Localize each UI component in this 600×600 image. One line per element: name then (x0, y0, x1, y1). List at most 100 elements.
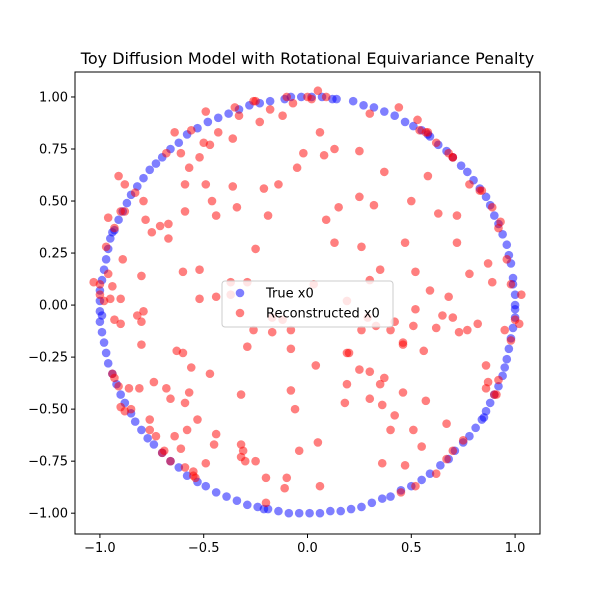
reconstructed-point (375, 379, 385, 389)
reconstructed-point (170, 128, 179, 137)
true-point (294, 508, 304, 518)
true-point (490, 211, 499, 220)
reconstructed-point (321, 92, 331, 102)
reconstructed-point (411, 267, 420, 277)
true-point (116, 390, 125, 399)
reconstructed-point (186, 125, 196, 135)
reconstructed-point (137, 271, 146, 281)
reconstructed-point (292, 163, 302, 173)
reconstructed-point (448, 446, 458, 456)
true-point (222, 492, 231, 501)
true-point (357, 502, 366, 512)
reconstructed-point (145, 415, 155, 424)
reconstructed-point (431, 138, 441, 148)
reconstructed-point (313, 86, 323, 96)
reconstructed-point (286, 325, 296, 335)
reconstructed-point (176, 148, 186, 158)
true-point (149, 440, 159, 449)
reconstructed-point (124, 384, 134, 393)
true-point (114, 215, 123, 225)
reconstructed-point (166, 394, 175, 404)
reconstructed-point (421, 396, 431, 406)
reconstructed-point (139, 196, 148, 206)
reconstructed-point (365, 367, 375, 376)
true-point (99, 338, 109, 347)
y-tick-label: −1.00 (28, 507, 68, 522)
reconstructed-point (228, 134, 238, 143)
reconstructed-point (236, 390, 246, 399)
true-point (211, 488, 221, 497)
reconstructed-point (315, 128, 325, 137)
x-tick-label: −0.5 (188, 541, 220, 556)
y-tick-label: 0.00 (39, 299, 68, 314)
true-point (510, 290, 520, 299)
reconstructed-point (290, 404, 300, 414)
reconstructed-point (394, 103, 404, 112)
true-point (232, 496, 242, 506)
reconstructed-point (448, 153, 458, 162)
reconstructed-point (398, 338, 408, 347)
reconstructed-point (282, 92, 292, 102)
true-point (502, 240, 512, 250)
reconstructed-point (201, 107, 211, 116)
reconstructed-point (259, 184, 269, 193)
reconstructed-point (195, 265, 204, 275)
reconstructed-point (409, 321, 418, 331)
reconstructed-point (164, 234, 173, 243)
reconstructed-point (166, 456, 175, 466)
true-point (143, 433, 152, 443)
true-point (369, 103, 379, 112)
reconstructed-point (315, 481, 325, 491)
true-point (243, 500, 252, 510)
reconstructed-point (288, 98, 298, 108)
reconstructed-point (178, 348, 188, 358)
reconstructed-point (463, 325, 472, 335)
data-points (89, 86, 526, 518)
reconstructed-point (164, 219, 173, 229)
true-point (201, 481, 211, 491)
true-point (103, 359, 113, 368)
true-point (386, 492, 395, 501)
reconstructed-point (419, 346, 429, 356)
reconstructed-point (369, 200, 379, 210)
reconstructed-point (483, 259, 493, 268)
reconstructed-point (411, 304, 420, 314)
reconstructed-point (330, 238, 339, 247)
chart-title: Toy Diffusion Model with Rotational Equi… (80, 49, 534, 68)
reconstructed-point (377, 458, 387, 468)
reconstructed-point (282, 473, 292, 483)
true-point (485, 398, 495, 408)
reconstructed-point (442, 454, 451, 464)
reconstructed-point (286, 344, 296, 354)
true-point (305, 508, 314, 518)
reconstructed-point (263, 211, 273, 220)
true-point (213, 113, 223, 123)
reconstructed-point (180, 463, 190, 472)
reconstructed-point (386, 325, 395, 335)
reconstructed-point (500, 325, 510, 335)
reconstructed-point (294, 446, 304, 456)
reconstructed-point (108, 369, 117, 379)
true-point (151, 159, 161, 168)
reconstructed-point (330, 144, 339, 154)
reconstructed-point (120, 180, 130, 189)
reconstructed-point (249, 325, 258, 335)
reconstructed-point (415, 125, 424, 135)
reconstructed-point (162, 384, 171, 393)
reconstructed-point (176, 444, 186, 453)
x-tick-label: 0.0 (297, 541, 318, 556)
reconstructed-point (141, 215, 150, 225)
true-point (502, 354, 512, 364)
reconstructed-point (342, 379, 352, 389)
reconstructed-point (251, 244, 260, 254)
legend-label-true: True x0 (265, 287, 314, 302)
reconstructed-point (145, 425, 155, 435)
true-point (359, 101, 368, 110)
legend-marker-true (235, 288, 245, 298)
reconstructed-point (334, 202, 343, 212)
reconstructed-point (375, 265, 385, 275)
reconstructed-point (255, 117, 265, 127)
reconstructed-point (205, 140, 215, 150)
true-point (174, 138, 184, 148)
reconstructed-point (180, 180, 190, 189)
